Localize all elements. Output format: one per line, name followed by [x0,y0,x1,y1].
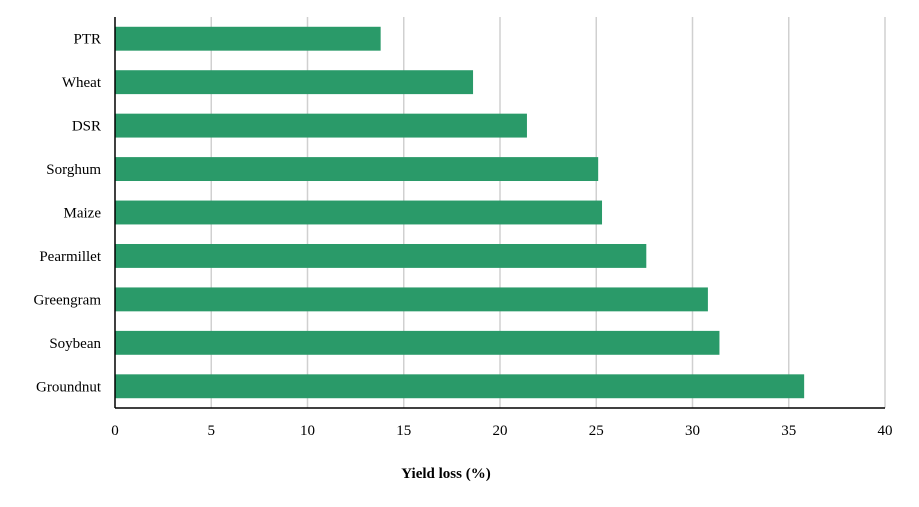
bars [115,26,805,399]
y-category-label: Pearmillet [39,249,101,265]
y-category-label: Greengram [34,292,102,308]
y-category-label: Sorghum [46,162,101,178]
y-category-label: Maize [64,206,102,222]
axes [114,17,885,409]
bar-dsr [115,113,527,138]
y-category-label: Wheat [62,75,102,91]
y-category-label: DSR [72,119,101,135]
x-tick-label: 15 [396,423,411,439]
y-category-labels: PTR Wheat DSR Sorghum Maize Pearmillet Greengr… [34,32,102,396]
bar-greengram [115,287,708,312]
bar-maize [115,200,603,225]
y-category-label: Soybean [49,336,101,352]
x-axis-title: Yield loss (%) [401,466,490,482]
x-tick-label: 35 [781,423,796,439]
x-tick-label: 20 [493,423,508,439]
bar-sorghum [115,157,599,182]
x-tick-label: 30 [685,423,700,439]
y-category-label: PTR [73,32,101,48]
bar-pearmillet [115,243,647,268]
x-tick-label: 0 [111,423,119,439]
x-tick-label: 25 [589,423,604,439]
bar-soybean [115,330,720,355]
x-tick-label: 5 [208,423,216,439]
y-category-label: Groundnut [36,379,102,395]
bar-wheat [115,70,474,95]
x-tick-labels: 0 5 10 15 20 25 30 35 40 [111,423,892,439]
bar-ptr [115,26,381,51]
x-tick-label: 40 [878,423,893,439]
bar-groundnut [115,374,805,399]
x-tick-label: 10 [300,423,315,439]
